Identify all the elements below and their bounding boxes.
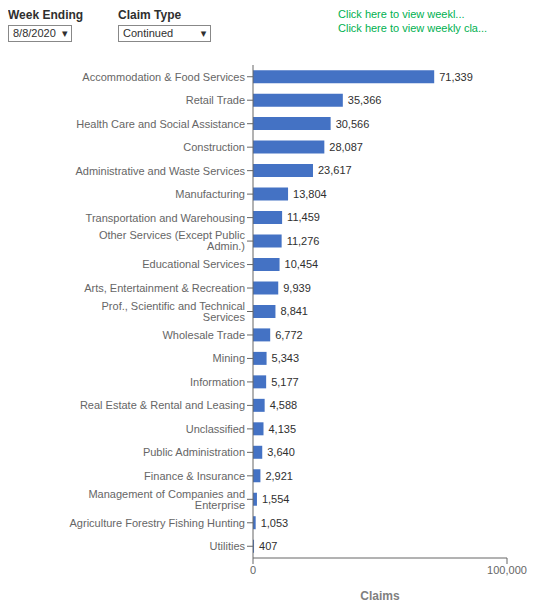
svg-text:Claims: Claims [360,589,400,603]
svg-text:10,454: 10,454 [285,258,319,270]
html-text:Claim Type: Claim Type [118,8,182,22]
svg-text:5,343: 5,343 [272,352,300,364]
svg-text:Transportation and Warehousing: Transportation and Warehousing [86,212,245,224]
svg-text:28,087: 28,087 [329,141,363,153]
html-text:Click here to view weekly cla.: Click here to view weekly cla... [338,22,488,34]
svg-text:13,804: 13,804 [293,188,327,200]
svg-text:Accommodation & Food Services: Accommodation & Food Services [82,71,245,83]
svg-text:6,772: 6,772 [275,329,303,341]
svg-text:8,841: 8,841 [280,305,308,317]
svg-text:Finance & Insurance: Finance & Insurance [144,470,245,482]
html-text:Continued ▾: Continued ▾ [123,27,207,39]
svg-text:1,554: 1,554 [262,493,290,505]
svg-text:Mining: Mining [213,352,245,364]
svg-text:Management of Companies andEnt: Management of Companies andEnterprise [88,488,245,511]
svg-text:Health Care and Social Assista: Health Care and Social Assistance [76,118,245,130]
svg-text:23,617: 23,617 [318,164,352,176]
svg-text:100,000: 100,000 [487,564,527,576]
svg-text:Construction: Construction [183,141,245,153]
svg-text:4,588: 4,588 [270,399,298,411]
svg-text:Wholesale Trade: Wholesale Trade [162,329,245,341]
html-text:Click here to view weekl...: Click here to view weekl... [338,8,465,20]
svg-text:Other Services (Except PublicA: Other Services (Except PublicAdmin.) [99,229,246,252]
svg-text:35,366: 35,366 [348,94,382,106]
svg-text:11,276: 11,276 [287,235,320,247]
html-text:8/8/2020 ▾: 8/8/2020 ▾ [13,27,68,39]
svg-text:0: 0 [250,564,256,576]
html-text:Week Ending: Week Ending [8,8,84,22]
svg-text:Real Estate & Rental and Leasi: Real Estate & Rental and Leasing [80,399,245,411]
svg-text:9,939: 9,939 [283,282,311,294]
svg-text:Public Administration: Public Administration [143,446,245,458]
svg-text:Unclassified: Unclassified [186,423,245,435]
svg-text:30,566: 30,566 [336,118,370,130]
svg-text:Educational Services: Educational Services [142,258,245,270]
svg-text:71,339: 71,339 [439,71,473,83]
svg-text:Utilities: Utilities [210,540,246,552]
svg-text:2,921: 2,921 [265,470,293,482]
svg-text:3,640: 3,640 [267,446,295,458]
svg-text:Arts, Entertainment & Recreati: Arts, Entertainment & Recreation [84,282,245,294]
svg-text:1,053: 1,053 [261,517,289,529]
svg-text:Retail Trade: Retail Trade [186,94,245,106]
svg-text:11,459: 11,459 [287,211,320,223]
svg-text:Manufacturing: Manufacturing [175,188,245,200]
svg-text:Information: Information [190,376,245,388]
svg-text:407: 407 [259,540,277,552]
svg-text:5,177: 5,177 [271,376,299,388]
svg-text:Administrative and Waste Servi: Administrative and Waste Services [75,165,245,177]
svg-text:Prof., Scientific and Technica: Prof., Scientific and TechnicalServices [102,300,246,323]
svg-text:4,135: 4,135 [269,423,297,435]
svg-text:Agriculture Forestry Fishing H: Agriculture Forestry Fishing Hunting [70,517,245,529]
